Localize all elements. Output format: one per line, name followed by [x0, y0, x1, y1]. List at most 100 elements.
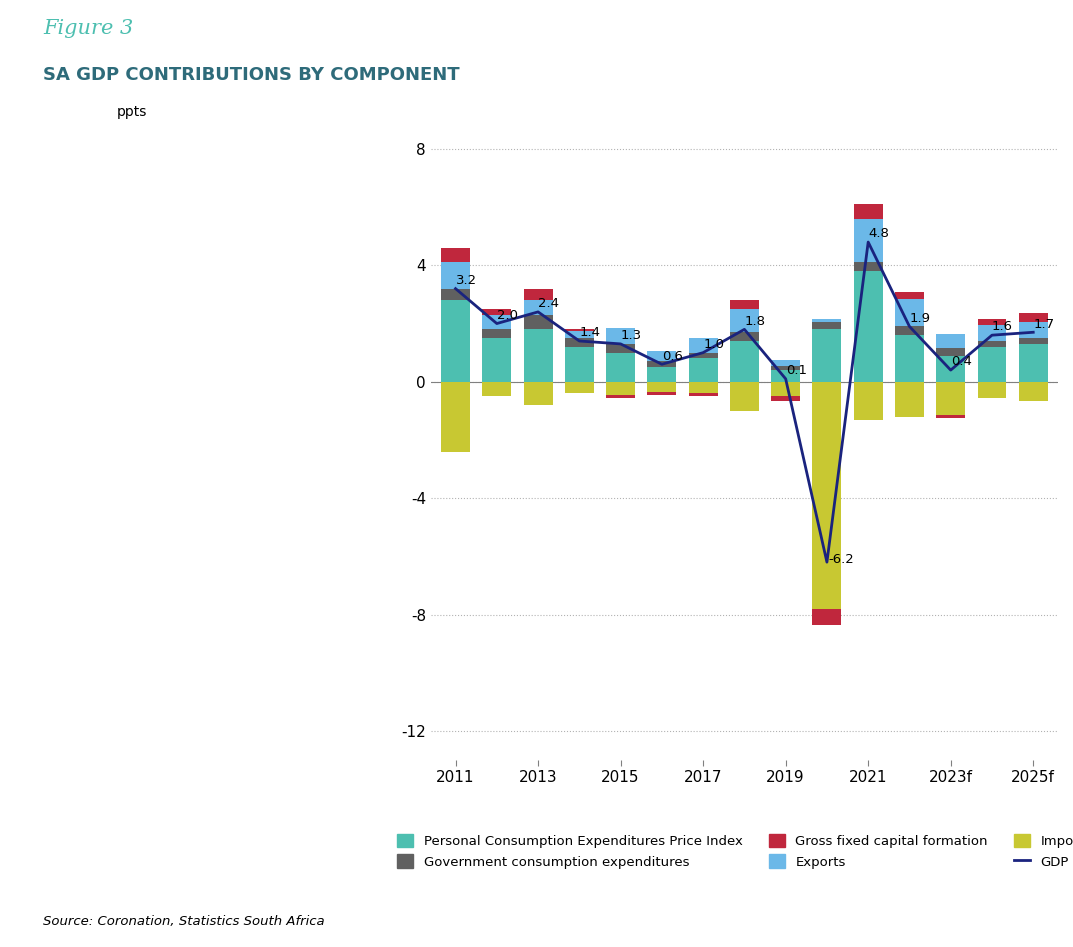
GDP: [573, 335, 586, 347]
Bar: [854, 271, 883, 382]
Text: ppts: ppts: [117, 105, 148, 119]
GDP: [1027, 327, 1040, 338]
Bar: [647, 362, 676, 367]
Text: 2.0: 2.0: [497, 309, 518, 322]
Bar: [441, 262, 470, 289]
GDP: [531, 306, 544, 317]
Bar: [524, 314, 553, 330]
Bar: [689, 352, 718, 359]
Text: 0.6: 0.6: [662, 349, 682, 363]
Text: 1.9: 1.9: [910, 312, 930, 325]
Bar: [771, 382, 800, 396]
Bar: [689, 338, 718, 352]
Line: GDP: GDP: [456, 242, 1033, 563]
Text: 1.0: 1.0: [703, 338, 724, 351]
Bar: [441, 248, 470, 262]
GDP: [450, 283, 462, 295]
Bar: [689, 359, 718, 382]
Text: 0.1: 0.1: [785, 364, 807, 377]
GDP: [656, 359, 668, 370]
Bar: [978, 319, 1006, 325]
Bar: [854, 219, 883, 262]
Bar: [771, 396, 800, 401]
GDP: [738, 324, 751, 335]
Bar: [978, 341, 1006, 347]
Bar: [771, 360, 800, 366]
Text: 1.8: 1.8: [745, 314, 765, 328]
GDP: [862, 237, 874, 248]
Bar: [978, 347, 1006, 382]
GDP: [490, 318, 503, 330]
Bar: [937, 333, 965, 348]
Bar: [647, 392, 676, 395]
GDP: [944, 365, 957, 376]
GDP: [779, 373, 792, 384]
Bar: [483, 314, 511, 330]
Bar: [895, 299, 924, 327]
Legend: Personal Consumption Expenditures Price Index, Government consumption expenditur: Personal Consumption Expenditures Price …: [392, 829, 1073, 874]
Bar: [854, 262, 883, 271]
Bar: [483, 338, 511, 382]
Bar: [564, 331, 593, 338]
Bar: [564, 347, 593, 382]
GDP: [821, 557, 834, 568]
Bar: [606, 395, 635, 398]
Bar: [564, 382, 593, 393]
Bar: [606, 328, 635, 344]
Bar: [812, 609, 841, 625]
Bar: [978, 325, 1006, 341]
Bar: [1018, 338, 1047, 344]
GDP: [903, 321, 916, 332]
Bar: [483, 309, 511, 314]
Text: 0.4: 0.4: [951, 355, 971, 368]
Text: -6.2: -6.2: [828, 553, 854, 566]
Bar: [524, 382, 553, 405]
Bar: [937, 382, 965, 415]
Bar: [647, 351, 676, 362]
Bar: [730, 382, 759, 411]
Text: SA GDP CONTRIBUTIONS BY COMPONENT: SA GDP CONTRIBUTIONS BY COMPONENT: [43, 66, 459, 84]
GDP: [696, 347, 709, 358]
Bar: [483, 330, 511, 338]
Bar: [441, 382, 470, 452]
Bar: [606, 352, 635, 382]
Bar: [564, 330, 593, 331]
Bar: [978, 382, 1006, 398]
Bar: [689, 393, 718, 396]
Bar: [812, 330, 841, 382]
Bar: [606, 382, 635, 395]
Bar: [647, 382, 676, 392]
Bar: [1018, 313, 1047, 322]
Bar: [1018, 344, 1047, 382]
Text: 2.4: 2.4: [538, 297, 559, 311]
Bar: [937, 355, 965, 382]
Bar: [895, 292, 924, 299]
Text: 3.2: 3.2: [456, 274, 476, 287]
Text: Figure 3: Figure 3: [43, 19, 133, 38]
Bar: [1018, 322, 1047, 338]
Bar: [895, 327, 924, 335]
Bar: [771, 370, 800, 382]
Bar: [771, 366, 800, 370]
Bar: [895, 382, 924, 417]
Text: 1.7: 1.7: [1033, 317, 1055, 331]
Text: 1.4: 1.4: [579, 327, 600, 339]
Bar: [854, 205, 883, 219]
Bar: [730, 309, 759, 332]
Text: 1.3: 1.3: [620, 330, 642, 342]
Bar: [730, 341, 759, 382]
Bar: [647, 367, 676, 382]
Text: 4.8: 4.8: [868, 227, 890, 241]
Bar: [895, 335, 924, 382]
Bar: [812, 382, 841, 609]
Text: 1.6: 1.6: [991, 320, 1013, 333]
Bar: [812, 322, 841, 330]
Bar: [730, 332, 759, 341]
Bar: [606, 344, 635, 352]
Bar: [854, 382, 883, 420]
Bar: [689, 382, 718, 393]
GDP: [614, 338, 627, 349]
Bar: [441, 300, 470, 382]
GDP: [985, 330, 998, 341]
Bar: [730, 300, 759, 309]
